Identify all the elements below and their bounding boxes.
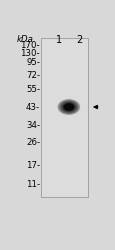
Ellipse shape bbox=[62, 102, 75, 112]
Text: 130-: 130- bbox=[20, 48, 40, 58]
Text: 26-: 26- bbox=[26, 138, 40, 147]
Ellipse shape bbox=[57, 99, 79, 115]
Ellipse shape bbox=[64, 104, 73, 110]
Text: 17-: 17- bbox=[26, 161, 40, 170]
Bar bbox=[41, 38, 88, 198]
Ellipse shape bbox=[67, 106, 70, 108]
Text: 43-: 43- bbox=[26, 102, 40, 112]
Ellipse shape bbox=[59, 100, 78, 114]
Ellipse shape bbox=[68, 106, 69, 108]
Ellipse shape bbox=[61, 102, 75, 112]
Ellipse shape bbox=[62, 102, 75, 112]
Text: 1: 1 bbox=[56, 35, 62, 45]
Text: 55-: 55- bbox=[26, 85, 40, 94]
Ellipse shape bbox=[65, 104, 72, 110]
Text: 2: 2 bbox=[75, 35, 82, 45]
Ellipse shape bbox=[66, 105, 71, 109]
Text: 170-: 170- bbox=[20, 41, 40, 50]
Ellipse shape bbox=[61, 102, 76, 112]
Ellipse shape bbox=[63, 103, 73, 111]
Ellipse shape bbox=[63, 103, 74, 111]
Ellipse shape bbox=[60, 101, 77, 113]
Ellipse shape bbox=[65, 105, 72, 109]
Ellipse shape bbox=[60, 101, 76, 113]
Ellipse shape bbox=[58, 100, 78, 114]
Ellipse shape bbox=[66, 105, 71, 109]
Ellipse shape bbox=[61, 102, 76, 112]
Ellipse shape bbox=[63, 104, 73, 110]
Ellipse shape bbox=[65, 104, 72, 110]
Text: 72-: 72- bbox=[26, 71, 40, 80]
Ellipse shape bbox=[57, 99, 80, 115]
Text: 34-: 34- bbox=[26, 121, 40, 130]
Ellipse shape bbox=[63, 103, 74, 111]
Ellipse shape bbox=[59, 100, 78, 114]
Text: 95-: 95- bbox=[26, 58, 40, 67]
Ellipse shape bbox=[60, 102, 76, 112]
Ellipse shape bbox=[59, 101, 77, 113]
Ellipse shape bbox=[67, 106, 69, 108]
Ellipse shape bbox=[58, 100, 79, 114]
Ellipse shape bbox=[67, 106, 70, 108]
Ellipse shape bbox=[58, 100, 79, 114]
Ellipse shape bbox=[60, 101, 77, 113]
Ellipse shape bbox=[58, 100, 78, 114]
Ellipse shape bbox=[64, 104, 72, 110]
Ellipse shape bbox=[65, 105, 71, 109]
Ellipse shape bbox=[67, 106, 69, 108]
Ellipse shape bbox=[63, 103, 73, 111]
Ellipse shape bbox=[64, 104, 73, 110]
Ellipse shape bbox=[66, 106, 70, 108]
Text: 11-: 11- bbox=[26, 180, 40, 190]
Text: kDa: kDa bbox=[16, 35, 33, 44]
Ellipse shape bbox=[62, 103, 74, 111]
